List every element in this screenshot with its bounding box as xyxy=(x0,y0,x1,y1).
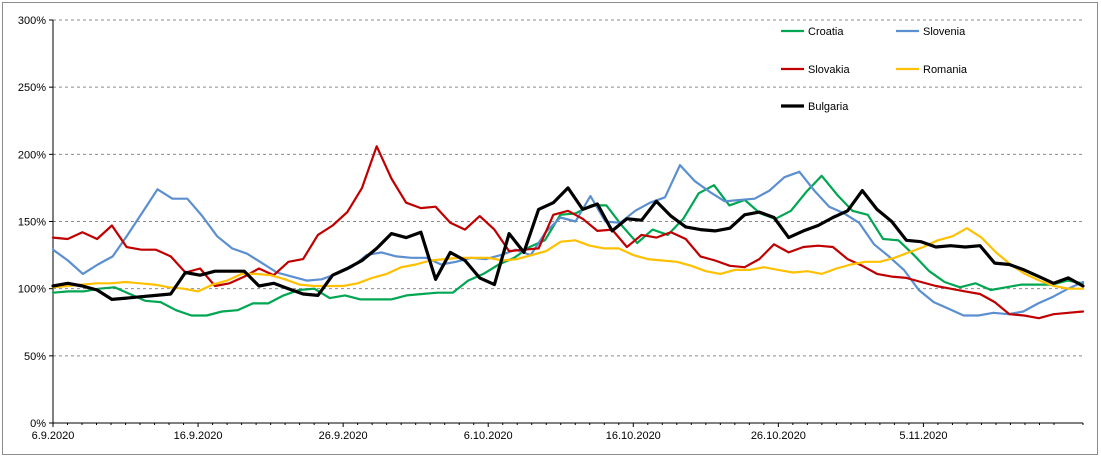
legend: Croatia Slovenia Slovakia Romania Bulgaria xyxy=(781,26,968,113)
legend-label-croatia: Croatia xyxy=(808,26,844,38)
axis-layer: 0% 50% 100% 150% 200% 250% 300% 6.9.2020 16.9.20… xyxy=(18,15,1084,442)
legend-label-bulgaria: Bulgaria xyxy=(808,101,849,113)
x-tick-label: 26.10.2020 xyxy=(751,430,806,442)
y-tick-label: 150% xyxy=(18,217,46,229)
legend-label-slovenia: Slovenia xyxy=(923,26,966,38)
line-chart: 0% 50% 100% 150% 200% 250% 300% 6.9.2020 16.9.20… xyxy=(18,15,1085,442)
x-tick-label: 5.11.2020 xyxy=(899,430,947,442)
y-tick-label: 0% xyxy=(30,418,46,430)
grid-layer xyxy=(53,19,1083,357)
y-tick-label: 300% xyxy=(18,15,46,27)
x-tick-label: 16.10.2020 xyxy=(606,430,661,442)
y-tick-label: 100% xyxy=(18,284,46,296)
y-tick-label: 200% xyxy=(18,149,46,161)
series-line-slovakia xyxy=(51,145,1085,320)
x-tick-label: 6.9.2020 xyxy=(32,430,75,442)
series-line-romania xyxy=(51,227,1085,293)
x-tick-label: 16.9.2020 xyxy=(174,430,223,442)
x-tick-label: 6.10.2020 xyxy=(464,430,513,442)
series-line-bulgaria xyxy=(51,186,1085,301)
legend-label-slovakia: Slovakia xyxy=(808,64,850,76)
legend-label-romania: Romania xyxy=(923,64,968,76)
series-layer xyxy=(51,145,1085,320)
x-tick-label: 26.9.2020 xyxy=(319,430,368,442)
y-tick-label: 250% xyxy=(18,82,46,94)
y-tick-label: 50% xyxy=(24,351,46,363)
